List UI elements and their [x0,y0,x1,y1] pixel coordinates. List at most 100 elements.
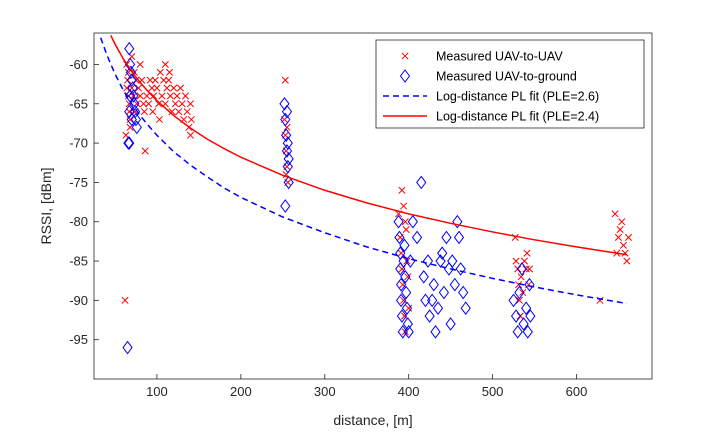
uav-to-uav-point [155,115,164,124]
uav-to-uav-point [173,92,181,100]
uav-to-ground-point [282,136,293,150]
legend-diamond-symbol [399,69,411,83]
legend-x-symbol [401,52,409,60]
uav-to-uav-point [141,147,149,155]
uav-to-uav-point [161,60,169,69]
uav-to-ground-point [516,262,528,276]
uav-to-uav-point [614,233,622,242]
uav-to-uav-point [525,265,534,273]
uav-to-uav-point [166,92,174,100]
legend-entry-label: Measured UAV-to-ground [436,70,577,84]
uav-to-uav-point [136,60,144,69]
uav-to-uav-point [134,84,143,92]
uav-to-uav-point [519,288,527,297]
uav-to-uav-point [165,68,174,76]
uav-to-uav-point [156,68,164,76]
uav-to-uav-point [186,131,195,139]
uav-to-uav-point [148,84,156,92]
uav-to-ground-point [400,269,411,284]
uav-to-uav-point [149,108,157,116]
uav-to-ground-point [508,293,519,308]
uav-to-uav-point [619,241,628,249]
uav-to-ground-point [122,340,133,355]
uav-to-uav-point [621,249,629,257]
uav-to-ground-point [398,254,409,268]
uav-to-ground-point [396,309,408,323]
x-tick-label: 200 [230,384,252,399]
y-tick-label: -70 [69,136,88,151]
uav-to-ground-point [424,309,435,323]
uav-to-uav-point [186,100,195,108]
uav-to-uav-point [140,108,148,116]
uav-to-ground-point [428,277,439,292]
uav-to-uav-point [401,218,409,226]
uav-to-ground-point [281,144,293,158]
uav-to-uav-point [143,92,151,100]
y-tick-label: -95 [69,332,88,347]
uav-to-ground-point [420,293,431,308]
uav-to-ground-point [126,73,137,88]
uav-to-ground-point [521,301,532,316]
uav-to-ground-point [460,301,471,316]
legend-entry-label: Log-distance PL fit (PLE=2.4) [436,110,599,124]
uav-to-ground-point [438,285,450,300]
y-tick-label: -85 [69,254,88,269]
uav-to-ground-point [124,57,136,72]
uav-to-ground-point [125,65,137,80]
uav-to-uav-point [126,115,134,124]
uav-to-uav-point [131,108,139,116]
uav-to-uav-point [624,233,633,242]
x-tick-label: 600 [566,384,588,399]
ticks-layer: 100 200 300 400 500 600 -95 -90 -85 -80 -75 -70 -65 -… [69,57,587,399]
uav-to-ground-point [282,159,293,174]
x-axis-label: distance, [m] [333,412,412,428]
uav-to-ground-point [124,41,135,56]
uav-to-ground-point [403,324,414,339]
uav-to-uav-point [170,84,178,92]
uav-to-uav-point [623,257,631,265]
uav-to-uav-point [139,100,148,108]
uav-to-uav-point [163,84,171,92]
uav-to-ground-point [432,301,444,316]
uav-to-ground-point [281,128,292,143]
series-layer [100,35,633,355]
uav-to-uav-point [512,257,520,265]
uav-to-ground-point [437,246,448,261]
uav-to-uav-point [158,92,166,100]
uav-to-ground-point [283,151,294,166]
uav-to-ground-point [399,238,410,253]
y-tick-label: -90 [69,293,88,308]
uav-to-ground-point [280,199,291,213]
uav-to-ground-point [524,277,535,292]
legend-entry-label: Measured UAV-to-UAV [436,50,563,64]
y-axis-label: RSSI, [dBm] [38,167,54,244]
uav-to-ground-point [393,214,404,229]
uav-to-ground-point [280,112,291,127]
y-tick-label: -60 [69,57,88,72]
uav-to-uav-point [136,92,144,100]
uav-to-ground-point [401,285,412,300]
uav-to-uav-point [181,92,190,100]
uav-to-ground-point [522,324,533,339]
uav-to-uav-point [281,76,289,84]
uav-to-uav-point [403,257,411,265]
uav-to-uav-point [517,273,525,281]
uav-to-uav-point [402,226,410,234]
uav-to-ground-point [418,269,429,284]
uav-to-uav-point [400,202,408,210]
x-tick-label: 300 [314,384,336,399]
uav-to-ground-point [407,214,418,229]
uav-to-ground-point [128,89,139,103]
uav-to-uav-point [123,84,131,92]
x-tick-label: 100 [146,384,168,399]
uav-to-ground-point [281,104,293,119]
uav-to-ground-point [449,277,460,292]
uav-to-ground-point [445,317,456,331]
uav-to-uav-point [146,76,154,84]
uav-to-ground-point [411,230,423,245]
uav-to-ground-point [123,136,134,150]
y-tick-label: -75 [69,175,88,190]
uav-to-uav-point [187,115,195,124]
uav-to-ground-point [510,309,522,323]
